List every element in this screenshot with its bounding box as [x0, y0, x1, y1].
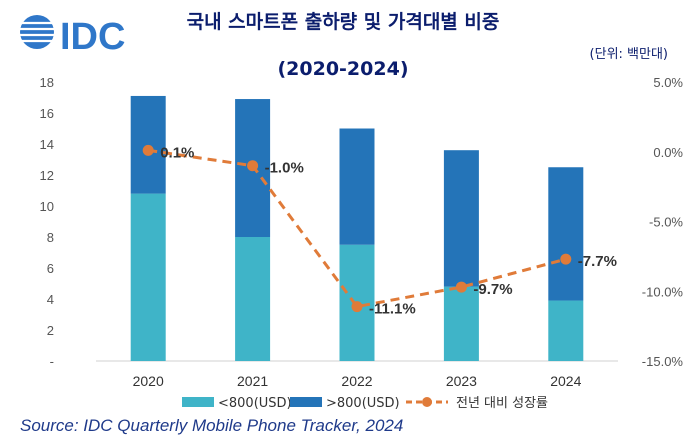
growth-point	[560, 253, 572, 265]
bar-segment-low	[130, 193, 166, 361]
left-tick-label: 18	[40, 75, 54, 90]
bar-segment-high	[443, 150, 479, 287]
x-tick-label: 2023	[446, 373, 477, 389]
globe-icon	[20, 15, 54, 49]
unit-note: (단위: 백만대)	[590, 47, 668, 62]
right-tick-label: 5.0%	[653, 75, 683, 90]
x-tick-label: 2022	[341, 373, 372, 389]
bar-segment-low	[443, 286, 479, 361]
x-tick-label: 2021	[237, 373, 268, 389]
left-tick-label: 12	[40, 168, 54, 183]
growth-point	[142, 144, 154, 156]
growth-point	[247, 160, 259, 172]
bar-segment-low	[235, 237, 271, 361]
chart-subtitle: (2020-2024)	[277, 58, 408, 80]
right-tick-label: 0.0%	[653, 145, 683, 160]
x-axis-ticks: 2020 2021 2022 2023 2024	[133, 373, 582, 389]
left-tick-label: 14	[40, 137, 54, 152]
idc-logo: IDC	[20, 15, 125, 58]
right-tick-label: -15.0%	[642, 354, 684, 369]
growth-data-label: -9.7%	[473, 281, 512, 298]
source-note: Source: IDC Quarterly Mobile Phone Track…	[20, 416, 403, 435]
chart-title: 국내 스마트폰 출하량 및 가격대별 비중	[187, 11, 500, 33]
legend-swatch-high	[290, 397, 322, 407]
left-tick-label: 2	[47, 323, 54, 338]
bar-group	[130, 95, 584, 361]
left-tick-label: 8	[47, 230, 54, 245]
growth-line	[147, 148, 567, 309]
growth-line-group: 0.1% -1.0% -11.1% -9.7% -7.7%	[142, 144, 617, 318]
legend-swatch-low	[182, 397, 214, 407]
logo-text: IDC	[60, 16, 125, 58]
x-tick-label: 2024	[550, 373, 581, 389]
legend-marker-growth	[422, 397, 432, 407]
bar-segment-high	[130, 95, 166, 194]
growth-data-label: -11.1%	[369, 301, 416, 318]
bar-segment-high	[548, 167, 584, 301]
left-tick-label: 6	[47, 261, 54, 276]
left-tick-label: 4	[47, 292, 54, 307]
growth-point	[455, 281, 467, 293]
left-tick-label: 16	[40, 106, 54, 121]
bar-segment-high	[339, 128, 375, 245]
legend-label-high: >800(USD)	[326, 396, 400, 411]
right-tick-label: -5.0%	[649, 215, 683, 230]
left-tick-label: -	[50, 354, 54, 369]
growth-data-label: -1.0%	[265, 160, 304, 177]
legend-label-low: <800(USD)	[218, 396, 292, 411]
growth-point	[351, 301, 363, 313]
x-tick-label: 2020	[133, 373, 164, 389]
growth-data-label: -7.7%	[578, 253, 617, 270]
legend-label-growth: 전년 대비 성장률	[456, 396, 548, 411]
growth-data-label: 0.1%	[160, 144, 194, 161]
left-axis-ticks: - 2 4 6 8 10 12 14 16 18	[40, 75, 54, 369]
right-tick-label: -10.0%	[642, 284, 684, 299]
legend: <800(USD) >800(USD) 전년 대비 성장률	[182, 396, 548, 411]
bar-segment-low	[548, 300, 584, 361]
left-tick-label: 10	[40, 199, 54, 214]
right-axis-ticks: -15.0% -10.0% -5.0% 0.0% 5.0%	[642, 75, 684, 369]
